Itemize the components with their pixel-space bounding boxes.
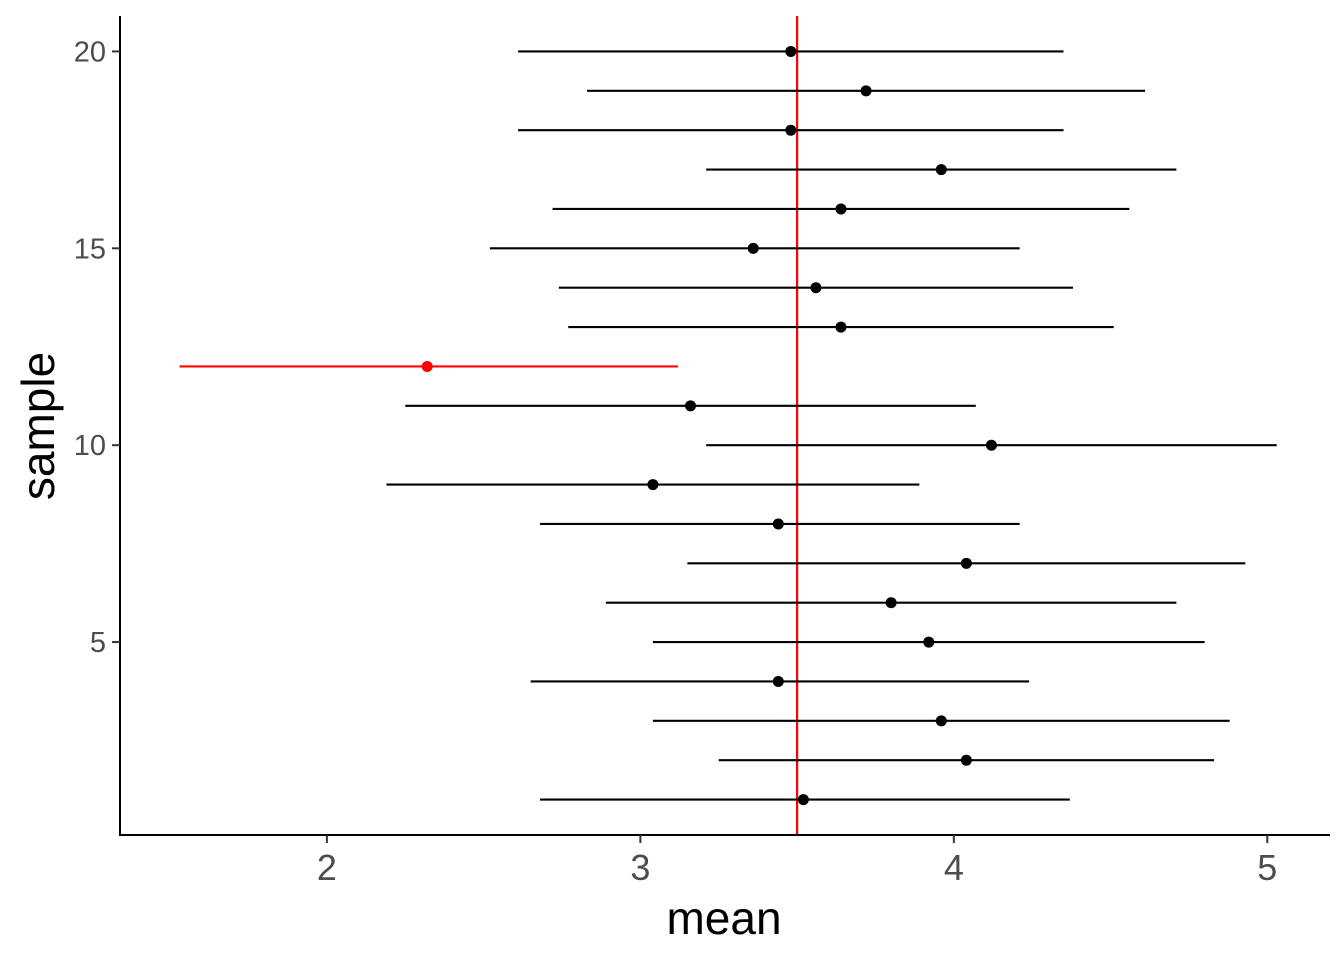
mean-point-sample-7	[960, 557, 972, 569]
mean-point-sample-18	[785, 124, 797, 136]
axes	[119, 16, 1330, 836]
mean-point-sample-13	[835, 321, 847, 333]
mean-point-sample-6	[885, 597, 897, 609]
tick-layer: 2 3 4 5 5 10 15 20	[74, 36, 1278, 888]
mean-point-sample-19	[860, 85, 872, 97]
y-tick-label: 10	[74, 430, 106, 462]
x-tick-label: 3	[630, 847, 650, 888]
mean-point-sample-9	[647, 479, 659, 491]
mean-point-sample-1	[797, 794, 809, 806]
mean-point-sample-15	[747, 242, 759, 254]
mean-point-sample-20	[785, 45, 797, 57]
mean-point-sample-17	[935, 164, 947, 176]
mean-point-sample-14	[810, 282, 822, 294]
mean-point-sample-11	[685, 400, 697, 412]
y-axis-title: sample	[12, 352, 64, 500]
point-layer	[421, 45, 997, 806]
mean-point-sample-12	[421, 360, 433, 372]
interval-layer	[179, 50, 1277, 801]
y-tick-label: 20	[74, 36, 106, 68]
mean-point-sample-2	[960, 754, 972, 766]
mean-point-sample-5	[923, 636, 935, 648]
mean-point-sample-8	[772, 518, 784, 530]
mean-point-sample-3	[935, 715, 947, 727]
x-tick-label: 5	[1257, 847, 1277, 888]
mean-point-sample-10	[985, 439, 997, 451]
x-axis-title: mean	[666, 892, 781, 944]
x-tick-label: 2	[317, 847, 337, 888]
mean-point-sample-4	[772, 675, 784, 687]
mean-point-sample-16	[835, 203, 847, 215]
x-tick-label: 4	[944, 847, 964, 888]
y-tick-label: 15	[74, 233, 106, 265]
y-tick-label: 5	[90, 627, 106, 659]
